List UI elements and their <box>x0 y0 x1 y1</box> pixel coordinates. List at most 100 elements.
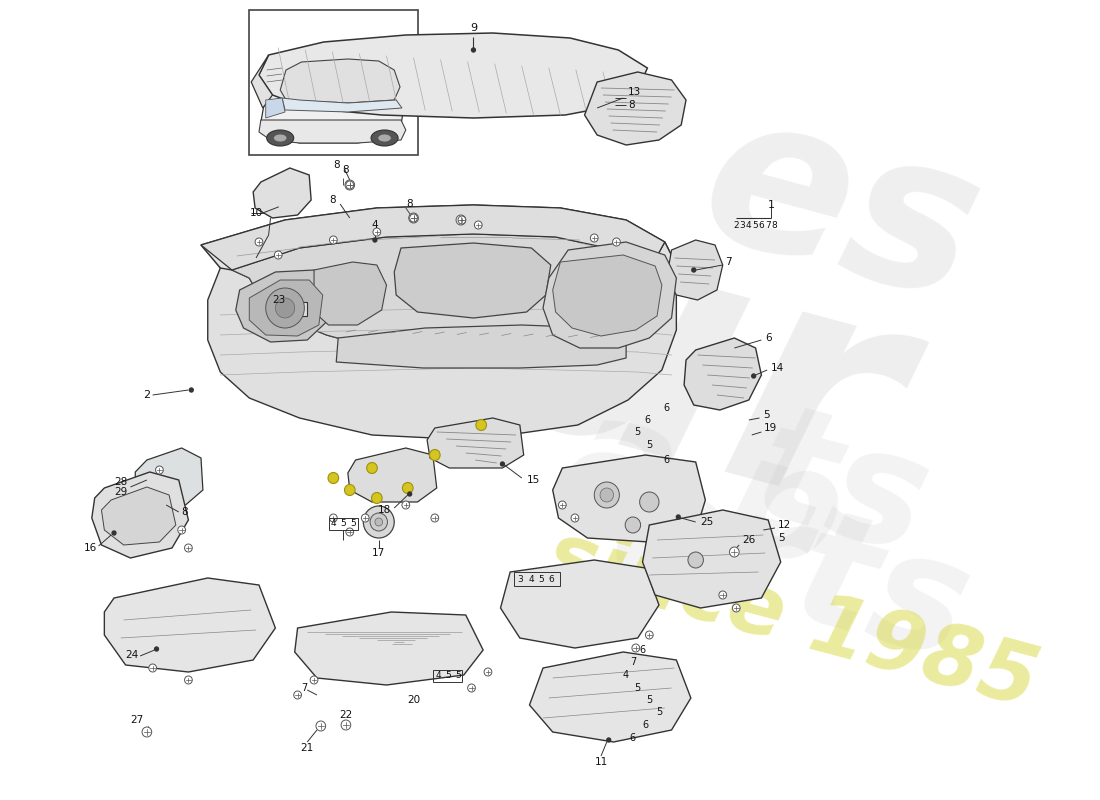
Circle shape <box>370 513 387 531</box>
Polygon shape <box>258 120 406 143</box>
Text: 4: 4 <box>372 220 378 230</box>
Text: 5: 5 <box>446 671 451 681</box>
Circle shape <box>373 228 381 236</box>
Polygon shape <box>201 205 664 270</box>
Circle shape <box>631 644 640 652</box>
Text: 5: 5 <box>752 222 758 230</box>
Circle shape <box>484 668 492 676</box>
Text: 5: 5 <box>635 683 641 693</box>
Text: 4: 4 <box>746 222 751 230</box>
Text: 7: 7 <box>630 657 636 667</box>
Text: 5: 5 <box>646 695 652 705</box>
Circle shape <box>429 450 440 461</box>
Text: 2: 2 <box>734 222 739 230</box>
Circle shape <box>456 215 465 225</box>
Circle shape <box>275 298 295 318</box>
Text: 7: 7 <box>725 257 732 267</box>
Circle shape <box>607 738 610 742</box>
Polygon shape <box>282 98 402 112</box>
Text: 23: 23 <box>272 295 285 305</box>
Circle shape <box>600 488 614 502</box>
Circle shape <box>142 727 152 737</box>
Text: 4: 4 <box>529 574 535 583</box>
Polygon shape <box>232 234 657 355</box>
Circle shape <box>402 501 409 509</box>
Text: 6: 6 <box>645 415 650 425</box>
Circle shape <box>403 482 414 494</box>
Text: 8: 8 <box>406 199 412 209</box>
Circle shape <box>316 721 326 731</box>
Circle shape <box>310 676 318 684</box>
Polygon shape <box>584 72 686 145</box>
Polygon shape <box>258 33 648 118</box>
Circle shape <box>112 531 115 535</box>
Circle shape <box>409 213 418 223</box>
Ellipse shape <box>266 130 294 146</box>
Text: 8: 8 <box>628 100 635 110</box>
Circle shape <box>676 515 680 519</box>
Circle shape <box>692 268 695 272</box>
Text: 5: 5 <box>340 519 345 529</box>
Circle shape <box>330 514 338 522</box>
Circle shape <box>330 236 338 244</box>
Text: 5: 5 <box>455 671 461 681</box>
Text: 19: 19 <box>763 423 777 433</box>
Circle shape <box>571 514 579 522</box>
Polygon shape <box>135 448 202 505</box>
Circle shape <box>476 419 486 430</box>
Text: 4: 4 <box>436 671 441 681</box>
Text: 5: 5 <box>778 533 784 543</box>
Text: 14: 14 <box>771 363 784 373</box>
Circle shape <box>155 647 158 651</box>
Text: es: es <box>681 74 1000 346</box>
Text: 18: 18 <box>378 505 392 515</box>
Text: 6: 6 <box>630 733 636 743</box>
Circle shape <box>751 374 756 378</box>
Circle shape <box>409 214 417 222</box>
Text: 6: 6 <box>548 574 553 583</box>
Circle shape <box>344 485 355 495</box>
Circle shape <box>345 181 353 189</box>
Polygon shape <box>266 98 285 118</box>
Text: arts: arts <box>600 449 986 691</box>
Text: 15: 15 <box>527 475 540 485</box>
Polygon shape <box>91 472 188 558</box>
Text: 8: 8 <box>771 222 777 230</box>
Text: 17: 17 <box>372 548 385 558</box>
Circle shape <box>625 517 640 533</box>
Polygon shape <box>101 487 176 545</box>
Circle shape <box>591 234 598 242</box>
Polygon shape <box>337 325 626 368</box>
Ellipse shape <box>377 134 392 142</box>
Text: 8: 8 <box>182 507 188 517</box>
Circle shape <box>373 238 377 242</box>
Text: 27: 27 <box>130 715 143 725</box>
Text: 4: 4 <box>330 519 337 529</box>
Ellipse shape <box>371 130 398 146</box>
Circle shape <box>185 676 192 684</box>
Circle shape <box>468 684 475 692</box>
Circle shape <box>189 388 194 392</box>
Circle shape <box>294 691 301 699</box>
Text: 29: 29 <box>114 487 128 497</box>
Text: 16: 16 <box>84 543 97 553</box>
Polygon shape <box>235 270 330 342</box>
Polygon shape <box>253 168 311 218</box>
Text: 5: 5 <box>538 574 544 583</box>
Circle shape <box>345 528 353 536</box>
Polygon shape <box>667 240 723 300</box>
Text: eur: eur <box>268 123 930 577</box>
Text: 6: 6 <box>639 645 646 655</box>
Circle shape <box>431 514 439 522</box>
Text: ts: ts <box>738 393 944 587</box>
Circle shape <box>328 473 339 483</box>
Circle shape <box>559 501 566 509</box>
Bar <box>286 302 307 316</box>
Text: 12: 12 <box>778 520 791 530</box>
Circle shape <box>185 544 192 552</box>
Polygon shape <box>552 255 662 336</box>
Circle shape <box>362 514 370 522</box>
Text: 3: 3 <box>739 222 746 230</box>
Bar <box>329 518 358 530</box>
Circle shape <box>345 180 354 190</box>
